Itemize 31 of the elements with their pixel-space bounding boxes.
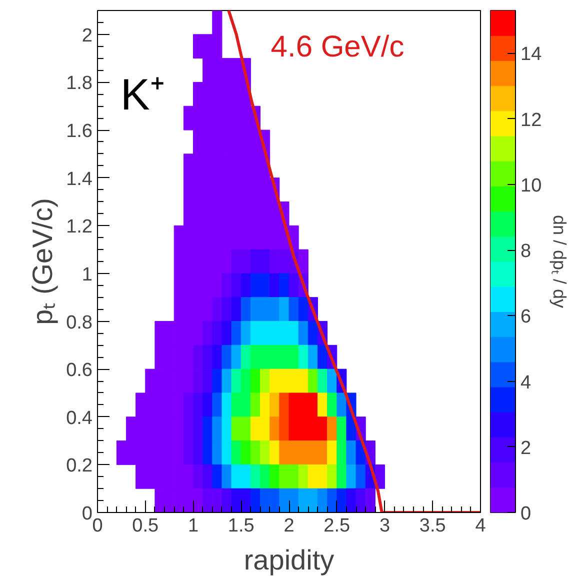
y-axis-title: pₜ (GeV/c) <box>27 198 58 325</box>
y-tick-label: 1.2 <box>66 216 93 238</box>
x-axis-title: rapidity <box>244 544 334 576</box>
y-tick-label: 1 <box>82 264 93 286</box>
y-tick-label: 1.8 <box>66 73 93 94</box>
x-tick-label: 3 <box>379 516 390 536</box>
x-tick-label: 2.5 <box>324 516 350 536</box>
y-tick-label: 0.8 <box>66 312 93 334</box>
color-bar-label: 10 <box>520 175 542 196</box>
color-bar-label: 4 <box>520 372 532 394</box>
x-tick-label: 2 <box>284 516 294 536</box>
y-tick-label: 0.4 <box>66 408 93 429</box>
annotation: K⁺ <box>120 70 165 120</box>
line-series <box>227 10 480 512</box>
y-tick-label: 1.6 <box>66 121 93 142</box>
color-bar-label: 8 <box>520 241 532 262</box>
color-bar-title: dn / dpₜ / dy <box>550 214 570 308</box>
x-tick-label: 4 <box>475 516 486 536</box>
color-bar-label: 6 <box>520 306 532 328</box>
x-tick-label: 0.5 <box>132 516 159 536</box>
x-tick-label: 1.5 <box>228 516 254 536</box>
x-tick-label: 3.5 <box>419 516 446 536</box>
color-bar-label: 2 <box>520 438 532 459</box>
x-tick-label: 1 <box>188 516 199 536</box>
y-tick-label: 1.4 <box>66 168 93 190</box>
y-tick-label: 0.2 <box>66 456 93 477</box>
y-tick-label: 2 <box>82 25 93 46</box>
series-label: 4.6 GeV/c <box>270 30 404 64</box>
y-tick-label: 0.6 <box>66 360 93 382</box>
color-bar-label: 12 <box>520 110 542 131</box>
color-bar-label: 14 <box>520 44 542 66</box>
